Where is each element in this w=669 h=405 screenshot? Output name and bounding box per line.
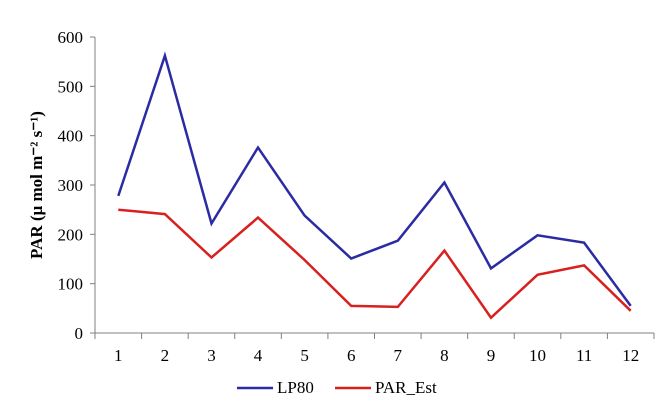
x-tick-label: 12 (622, 346, 639, 365)
x-tick-label: 10 (529, 346, 546, 365)
x-tick-label: 6 (347, 346, 356, 365)
series-line-par-est (118, 208, 632, 320)
y-tick-label: 300 (58, 176, 84, 195)
x-tick-label: 2 (161, 346, 170, 365)
y-tick-label: 100 (58, 275, 84, 294)
x-axis-ticks: 1 2 3 4 5 6 7 8 9 10 11 12 (94, 333, 655, 365)
x-tick-label: 11 (576, 346, 592, 365)
x-tick-label: 3 (207, 346, 216, 365)
series-lines (117, 51, 632, 320)
y-tick-label: 500 (58, 77, 84, 96)
y-tick-label: 200 (58, 225, 84, 244)
y-axis-ticks: 0 100 200 300 400 500 600 (58, 28, 95, 343)
x-tick-label: 9 (487, 346, 496, 365)
x-tick-label: 7 (394, 346, 403, 365)
legend-label-par-est: PAR_Est (375, 378, 437, 397)
x-tick-label: 8 (440, 346, 449, 365)
legend-label-lp80: LP80 (277, 378, 314, 397)
y-tick-label: 400 (58, 127, 84, 146)
x-tick-label: 1 (114, 346, 123, 365)
x-tick-label: 5 (300, 346, 309, 365)
y-tick-label: 0 (75, 324, 84, 343)
axes (94, 37, 654, 334)
series-line-lp80 (117, 51, 632, 307)
y-tick-label: 600 (58, 28, 84, 47)
x-tick-label: 4 (254, 346, 263, 365)
legend: LP80 PAR_Est (237, 378, 437, 397)
y-axis-label: PAR (μ mol m⁻² s⁻¹) (27, 111, 46, 259)
